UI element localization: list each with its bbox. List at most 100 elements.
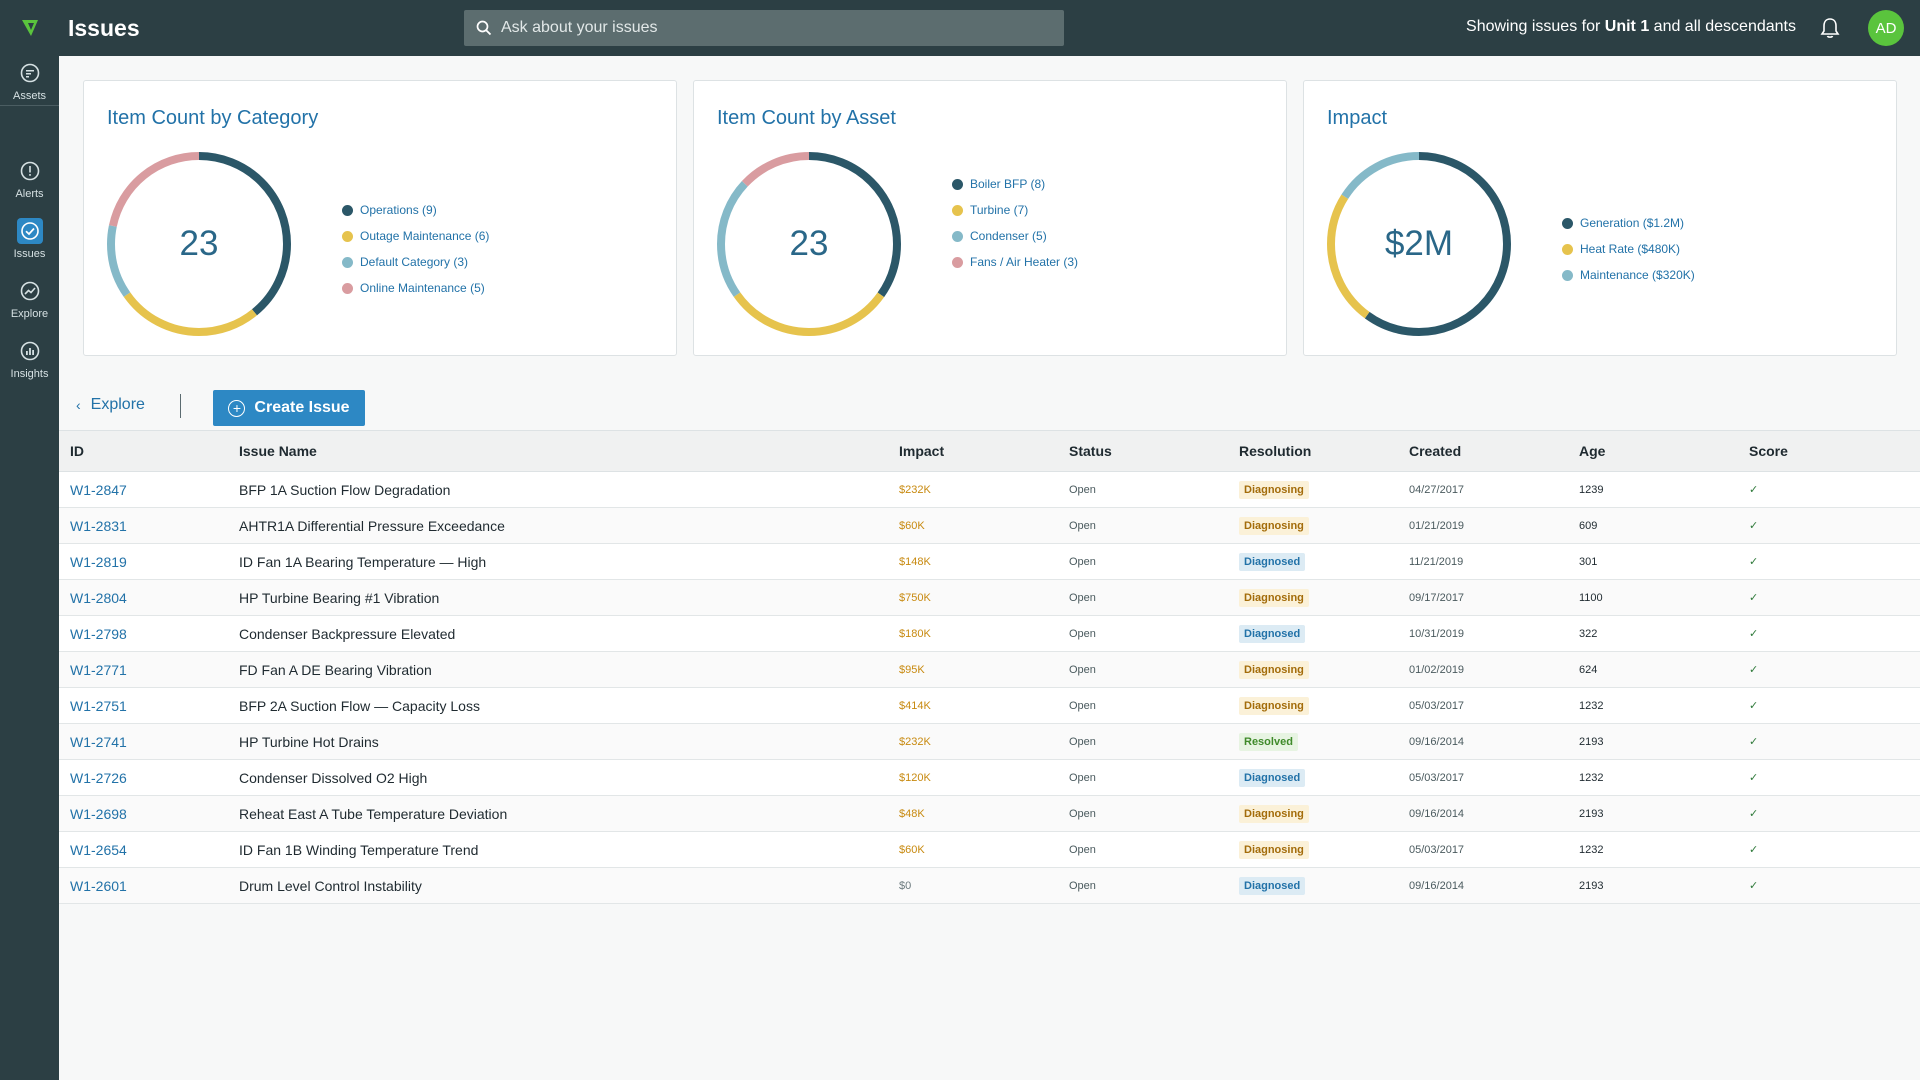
issue-id-link[interactable]: W1-2804	[70, 589, 127, 606]
issue-id-link[interactable]: W1-2771	[70, 661, 127, 678]
create-issue-button[interactable]: + Create Issue	[213, 390, 365, 426]
donut-slice-maintenance[interactable]	[1327, 152, 1511, 336]
donut-center-value: $2M	[1384, 224, 1454, 263]
resolution-cell: Diagnosing	[1239, 480, 1409, 499]
donut-slice-condenser[interactable]	[717, 152, 901, 336]
table-row[interactable]: W1-2804 HP Turbine Bearing #1 Vibration $7…	[59, 580, 1920, 616]
table-row[interactable]: W1-2831 AHTR1A Differential Pressure Exce…	[59, 508, 1920, 544]
table-row[interactable]: W1-2698 Reheat East A Tube Temperature De…	[59, 796, 1920, 832]
status-value: Open	[1069, 879, 1096, 892]
donut-slice-default-category[interactable]	[107, 152, 291, 336]
nav-item-alerts[interactable]: Alerts	[0, 158, 59, 210]
status-value: Open	[1069, 735, 1096, 748]
donut-slice-turbine[interactable]	[717, 152, 901, 336]
age-value: 2193	[1579, 807, 1604, 820]
logo[interactable]	[0, 0, 59, 56]
issue-name: FD Fan A DE Bearing Vibration	[239, 661, 432, 678]
nav-item-explore[interactable]: Explore	[0, 278, 59, 330]
issue-id-link[interactable]: W1-2847	[70, 481, 127, 498]
created-date: 04/27/2017	[1409, 483, 1465, 496]
column-header-name[interactable]: Issue Name	[239, 443, 317, 459]
table-row[interactable]: W1-2819 ID Fan 1A Bearing Temperature — H…	[59, 544, 1920, 580]
issue-name: HP Turbine Bearing #1 Vibration	[239, 589, 440, 606]
resolution-badge: Diagnosing	[1239, 480, 1309, 499]
column-header-resolution[interactable]: Resolution	[1239, 443, 1312, 459]
issue-name: AHTR1A Differential Pressure Exceedance	[239, 517, 505, 534]
main-content: Item Count by Category 23 Operations (9)…	[59, 56, 1920, 1080]
table-row[interactable]: W1-2847 BFP 1A Suction Flow Degradation $2…	[59, 472, 1920, 508]
nav-item-issues[interactable]: Issues	[0, 218, 59, 270]
table-row[interactable]: W1-2741 HP Turbine Hot Drains $232K Open Res…	[59, 724, 1920, 760]
legend-label: Outage Maintenance (6)	[360, 229, 490, 243]
card-asset: Item Count by Asset 23 Boiler BFP (8) Tu…	[693, 80, 1287, 356]
legend: Boiler BFP (8) Turbine (7) Condenser (5)…	[952, 171, 1078, 275]
resolution-badge: Diagnosed	[1239, 876, 1306, 895]
nav-label: Issues	[13, 248, 46, 260]
issue-id-link[interactable]: W1-2698	[70, 805, 127, 822]
issue-id-link[interactable]: W1-2831	[70, 517, 127, 534]
legend: Generation ($1.2M) Heat Rate ($480K) Mai…	[1562, 210, 1695, 288]
column-header-age[interactable]: Age	[1579, 443, 1606, 459]
table-row[interactable]: W1-2771 FD Fan A DE Bearing Vibration $95K…	[59, 652, 1920, 688]
nav-label: Explore	[10, 308, 49, 320]
scope-unit[interactable]: Unit 1	[1604, 18, 1650, 35]
issue-id-link[interactable]: W1-2601	[70, 877, 127, 894]
issue-name: Condenser Dissolved O2 High	[239, 769, 428, 786]
table-row[interactable]: W1-2601 Drum Level Control Instability $0 O…	[59, 868, 1920, 904]
table-toolbar: ‹ Explore + Create Issue	[59, 386, 1920, 428]
nav-rail: Assets Alerts Issues Explore Insights	[0, 0, 59, 1080]
resolution-cell: Diagnosing	[1239, 804, 1409, 823]
notifications-button[interactable]	[1817, 15, 1843, 41]
search-input[interactable]	[501, 19, 1041, 37]
column-header-status[interactable]: Status	[1069, 443, 1112, 459]
age-value: 1232	[1579, 699, 1604, 712]
impact-value: $180K	[899, 627, 931, 640]
created-date: 09/16/2014	[1409, 735, 1465, 748]
issue-id-link[interactable]: W1-2654	[70, 841, 127, 858]
donut-center-value: 23	[789, 224, 829, 263]
column-header-score[interactable]: Score	[1749, 443, 1788, 459]
table-row[interactable]: W1-2654 ID Fan 1B Winding Temperature Tre…	[59, 832, 1920, 868]
card-title: Item Count by Category	[107, 107, 319, 129]
search-box[interactable]	[464, 10, 1064, 46]
donut-slice-outage-maintenance[interactable]	[107, 152, 291, 336]
resolution-badge: Diagnosing	[1239, 588, 1309, 607]
table-row[interactable]: W1-2798 Condenser Backpressure Elevated $1…	[59, 616, 1920, 652]
avatar[interactable]: AD	[1868, 10, 1904, 46]
donut-chart-category	[107, 152, 291, 336]
legend-dot	[342, 282, 353, 294]
nav-item-assets[interactable]: Assets	[0, 60, 59, 112]
issue-id-link[interactable]: W1-2751	[70, 697, 127, 714]
status-value: Open	[1069, 843, 1096, 856]
created-date: 11/21/2019	[1409, 555, 1464, 568]
back-to-explore-link[interactable]: ‹ Explore	[76, 396, 145, 414]
status-value: Open	[1069, 699, 1096, 712]
issue-id-link[interactable]: W1-2741	[70, 733, 127, 750]
column-header-created[interactable]: Created	[1409, 443, 1462, 459]
issue-id-link[interactable]: W1-2819	[70, 553, 127, 570]
issue-id-link[interactable]: W1-2726	[70, 769, 127, 786]
table-row[interactable]: W1-2751 BFP 2A Suction Flow — Capacity Lo…	[59, 688, 1920, 724]
nav-item-insights[interactable]: Insights	[0, 338, 59, 390]
donut-slice-fans-air-heater[interactable]	[717, 152, 901, 336]
legend-item: Condenser (5)	[952, 223, 1078, 249]
donut-slice-heat-rate[interactable]	[1327, 152, 1511, 336]
status-value: Open	[1069, 519, 1096, 532]
impact-value: $60K	[899, 843, 925, 856]
legend-item: Default Category (3)	[342, 249, 489, 275]
donut-slice-online-maintenance[interactable]	[107, 152, 291, 336]
insights-icon	[17, 338, 43, 364]
legend-dot	[342, 256, 353, 268]
resolution-badge: Diagnosing	[1239, 804, 1309, 823]
issue-name: ID Fan 1A Bearing Temperature — High	[239, 553, 487, 570]
resolution-cell: Diagnosing	[1239, 660, 1409, 679]
column-header-id[interactable]: ID	[70, 443, 84, 459]
age-value: 1100	[1579, 591, 1603, 604]
column-header-impact[interactable]: Impact	[899, 443, 945, 459]
issue-id-link[interactable]: W1-2798	[70, 625, 127, 642]
status-value: Open	[1069, 807, 1096, 820]
table-row[interactable]: W1-2726 Condenser Dissolved O2 High $120K O…	[59, 760, 1920, 796]
impact-value: $120K	[899, 771, 931, 784]
resolution-cell: Diagnosing	[1239, 696, 1409, 715]
age-value: 322	[1579, 627, 1598, 640]
